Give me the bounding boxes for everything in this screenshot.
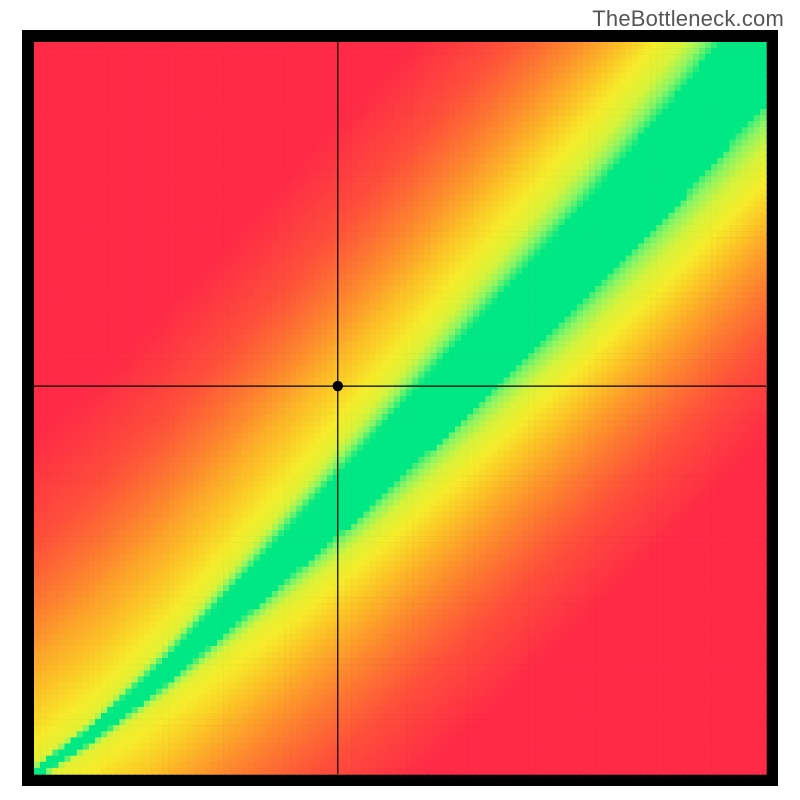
chart-container: TheBottleneck.com [0, 0, 800, 800]
heatmap-canvas [22, 30, 778, 786]
chart-frame [22, 30, 778, 786]
watermark-text: TheBottleneck.com [592, 6, 784, 32]
